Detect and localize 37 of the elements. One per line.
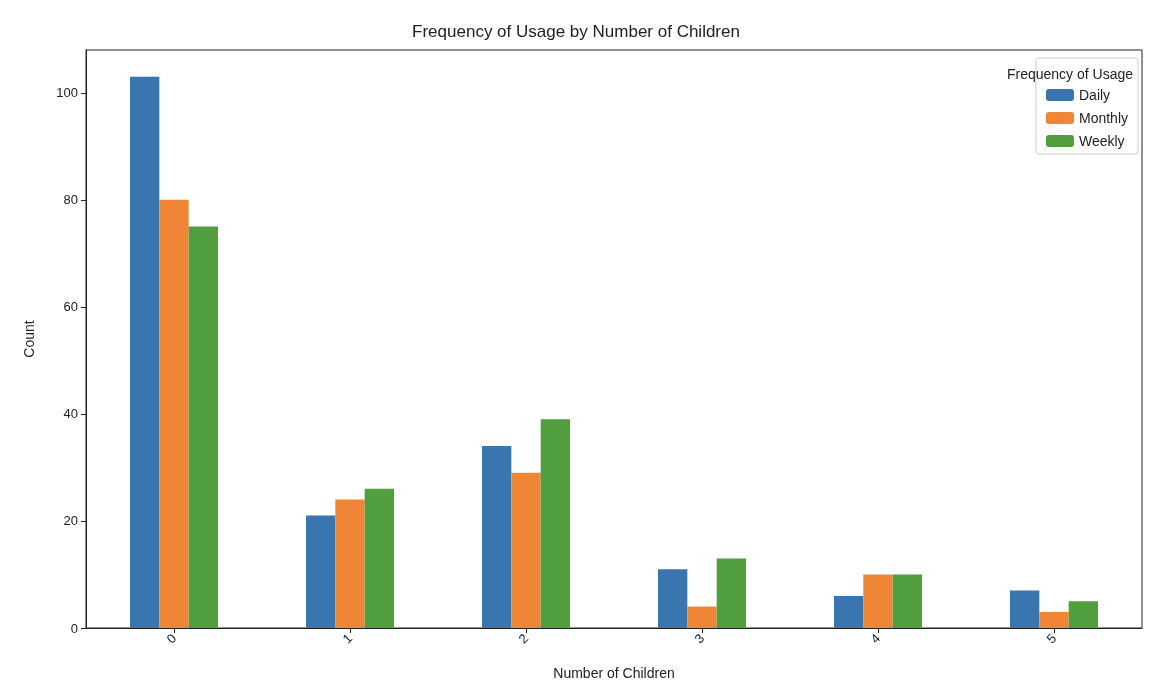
legend-label: Weekly (1078, 133, 1125, 149)
y-tick-label: 40 (63, 406, 78, 422)
bar (511, 472, 541, 628)
legend-label: Monthly (1078, 110, 1129, 126)
chart-title: Frequency of Usage by Number of Children (412, 22, 740, 41)
bar (306, 515, 336, 628)
y-tick-label: 60 (63, 299, 78, 315)
bar (716, 558, 746, 628)
x-axis-title: Number of Children (553, 665, 675, 681)
x-tick-label: 0 (163, 630, 180, 647)
y-tick-label: 80 (63, 192, 78, 208)
bar (364, 488, 394, 628)
y-axis-title: Count (21, 320, 37, 358)
bar (159, 199, 189, 628)
y-tick-label: 20 (63, 513, 78, 529)
legend-title: Frequency of Usage (1006, 66, 1134, 82)
y-tick-label: 100 (56, 85, 78, 101)
y-tick-label: 0 (70, 620, 78, 636)
x-tick-label: 3 (691, 630, 708, 647)
bar (658, 569, 688, 628)
legend-label: Daily (1078, 87, 1111, 103)
bar (188, 226, 218, 628)
bar (482, 446, 512, 628)
bar (687, 606, 717, 628)
bar (1039, 611, 1069, 628)
bar (834, 595, 864, 628)
bar (863, 574, 893, 628)
bar (130, 76, 160, 628)
bar (892, 574, 922, 628)
bar (1010, 590, 1040, 628)
x-tick-label: 5 (1043, 630, 1060, 647)
x-tick-label: 4 (867, 630, 884, 647)
x-tick-label: 2 (515, 630, 532, 647)
x-tick-label: 1 (339, 630, 356, 647)
bar (335, 499, 365, 628)
bar (1068, 601, 1098, 628)
bar (540, 419, 570, 628)
